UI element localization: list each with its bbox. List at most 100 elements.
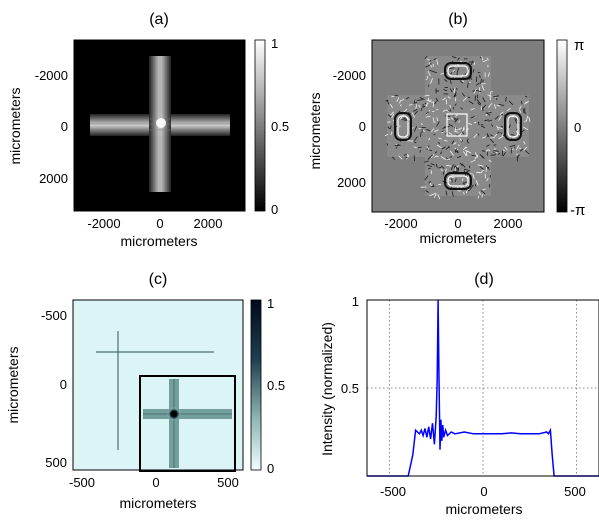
- panel-c-xlabel: micrometers: [119, 495, 196, 511]
- panel-b-texture-stroke: [461, 178, 464, 181]
- panel-b-texture-stroke: [508, 124, 511, 129]
- panel-b-texture-stroke: [468, 165, 471, 169]
- panel-b-texture-stroke: [390, 104, 393, 109]
- panel-b-texture-stroke: [425, 111, 430, 115]
- panel-b-texture-stroke: [472, 90, 476, 92]
- panel-b-texture-stroke: [467, 141, 470, 144]
- panel-b-texture-stroke: [440, 169, 443, 172]
- panel-b-texture-stroke: [475, 76, 478, 83]
- panel-b-texture-stroke: [457, 155, 462, 159]
- panel-c-ytick-2: 500: [45, 455, 67, 470]
- panel-b-texture-stroke: [425, 78, 428, 81]
- panel-b-texture-stroke: [436, 117, 439, 122]
- panel-b-texture-stroke: [425, 64, 430, 68]
- panel-b-texture-stroke: [451, 191, 454, 197]
- panel-b-texture-stroke: [524, 100, 529, 105]
- panel-b-texture-stroke: [484, 119, 489, 122]
- panel-b-texture-stroke: [430, 153, 435, 158]
- panel-b-texture-stroke: [476, 99, 482, 105]
- panel-b-texture-stroke: [492, 151, 497, 154]
- panel-b-texture-stroke: [486, 144, 490, 147]
- panel-a-xtick-1: 0: [156, 216, 163, 231]
- panel-b-texture-stroke: [462, 97, 467, 102]
- panel-a-xtick-2: 2000: [194, 216, 223, 231]
- panel-b-texture-stroke: [419, 97, 425, 100]
- panel-b-texture-stroke: [385, 99, 389, 102]
- panel-b-texture-stroke: [449, 150, 454, 156]
- panel-b-texture-stroke: [438, 183, 442, 186]
- panel-b-texture-stroke: [424, 55, 428, 60]
- panel-b-texture-stroke: [472, 173, 475, 180]
- panel-c-label: (c): [149, 271, 168, 288]
- panel-b-texture-stroke: [480, 105, 483, 110]
- panel-b-texture-stroke: [430, 65, 432, 68]
- panel-b-texture-stroke: [475, 89, 482, 93]
- panel-c-ytick-1: 0: [60, 377, 67, 392]
- panel-b-texture-stroke: [434, 192, 437, 198]
- panel-b-texture-stroke: [384, 134, 389, 137]
- panel-b-frame: [371, 39, 545, 213]
- panel-b-texture-stroke: [449, 104, 452, 108]
- panel-b-texture-stroke: [481, 155, 485, 159]
- panel-b-texture-stroke: [482, 97, 486, 103]
- panel-b-texture-stroke: [433, 58, 437, 61]
- panel-b-texture-stroke: [454, 118, 457, 121]
- panel-b-texture-stroke: [470, 107, 475, 111]
- panel-b-label: (b): [448, 11, 468, 28]
- panel-b-texture-stroke: [478, 87, 481, 94]
- panel-b-texture-stroke: [445, 146, 450, 150]
- panel-b-texture-stroke: [398, 110, 401, 113]
- panel-b-texture-stroke: [464, 168, 468, 171]
- panel-b-texture-stroke: [473, 89, 477, 94]
- panel-b-texture-stroke: [427, 84, 430, 87]
- panel-b-texture-stroke: [444, 78, 448, 83]
- panel-b-texture-stroke: [449, 88, 453, 93]
- panel-b-texture-stroke: [408, 103, 413, 106]
- panel-b-texture-stroke: [481, 125, 486, 128]
- panel-b-texture-stroke: [474, 154, 479, 160]
- panel-b-texture-stroke: [467, 122, 473, 126]
- panel-b-texture-stroke: [453, 142, 457, 145]
- panel-b-texture-stroke: [420, 123, 423, 125]
- panel-b-texture-stroke: [461, 93, 466, 97]
- panel-b-texture-stroke: [509, 144, 516, 148]
- panel-b-texture-stroke: [387, 126, 391, 130]
- panel-d: (d) 1 0.5 -500 0 500 micrometers Intensi…: [319, 271, 599, 517]
- panel-b-texture-stroke: [454, 149, 459, 154]
- panel-b-texture-stroke: [523, 141, 526, 145]
- panel-b-texture-stroke: [514, 118, 518, 124]
- panel-b-texture-stroke: [475, 180, 479, 186]
- panel-b-phase-region: [384, 55, 531, 200]
- panel-b-texture-stroke: [451, 140, 455, 145]
- panel-b-texture-stroke: [525, 115, 529, 122]
- panel-d-ylabel: Intensity (normalized): [319, 322, 335, 456]
- panel-b-texture-stroke: [460, 107, 463, 110]
- panel-b-texture-stroke: [434, 155, 437, 158]
- panel-b-texture-stroke: [453, 117, 457, 120]
- panel-b-texture-stroke: [461, 163, 466, 168]
- panel-b-texture-stroke: [396, 97, 400, 103]
- panel-b-texture-stroke: [418, 104, 421, 108]
- panel-b-texture-stroke: [414, 136, 418, 141]
- panel-b-texture-stroke: [523, 126, 529, 131]
- panel-b-texture-stroke: [478, 103, 482, 106]
- panel-b-texture-stroke: [499, 111, 504, 115]
- panel-b-ytick-1: 0: [359, 119, 366, 134]
- panel-b-texture-stroke: [438, 141, 440, 145]
- panel-b-texture-stroke: [462, 181, 467, 184]
- panel-c-frame: [72, 299, 244, 471]
- panel-c-xtick-0: -500: [69, 475, 95, 490]
- panel-b-texture-stroke: [435, 90, 439, 92]
- panel-b-texture-stroke: [454, 165, 459, 170]
- panel-b-texture-stroke: [488, 119, 493, 122]
- panel-b-texture-stroke: [399, 104, 402, 107]
- panel-b-texture-stroke: [462, 151, 467, 156]
- panel-b-texture-stroke: [487, 148, 491, 152]
- panel-b-texture-stroke: [487, 72, 490, 77]
- panel-b-cbar-tick-1: 0: [574, 120, 581, 135]
- panel-c-cbar-tick-2: 0: [267, 461, 274, 476]
- panel-b-texture-stroke: [491, 124, 494, 127]
- panel-b-texture-stroke: [482, 188, 486, 191]
- panel-b-texture-stroke: [472, 69, 475, 73]
